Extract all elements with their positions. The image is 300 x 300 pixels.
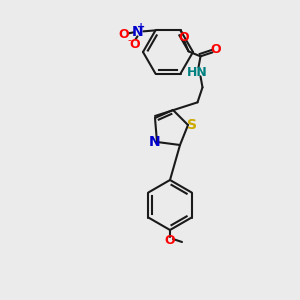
Text: N: N — [149, 135, 161, 149]
Text: O: O — [118, 28, 129, 41]
Text: HN: HN — [187, 66, 208, 79]
Text: O: O — [165, 233, 175, 247]
Text: O: O — [210, 43, 221, 56]
Text: -: - — [128, 35, 131, 45]
Text: O: O — [129, 38, 140, 51]
Text: O: O — [178, 31, 189, 44]
Text: +: + — [137, 22, 146, 32]
Text: N: N — [132, 25, 143, 39]
Text: S: S — [187, 118, 197, 132]
